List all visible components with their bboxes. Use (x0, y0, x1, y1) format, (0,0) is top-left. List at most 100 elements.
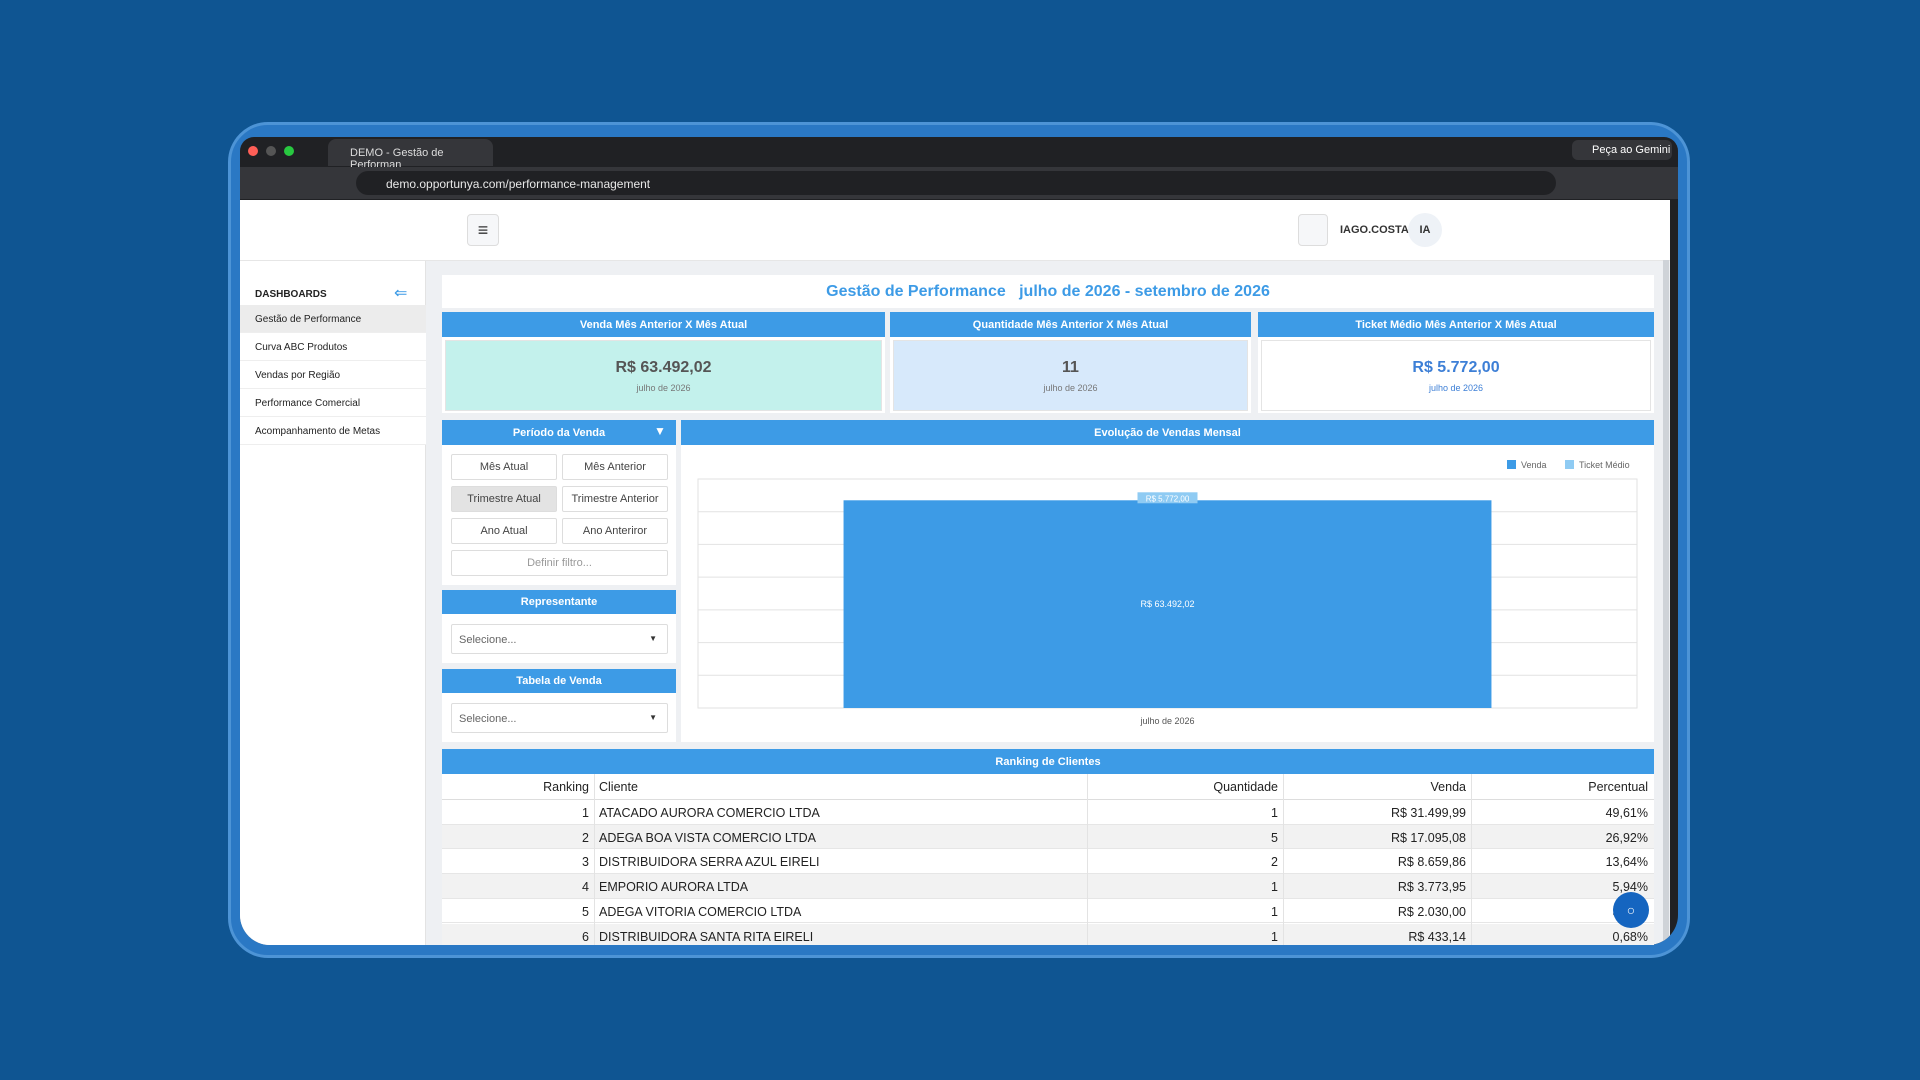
address-bar[interactable]: demo.opportunya.com/performance-manageme… (356, 171, 1556, 195)
avatar[interactable]: IA (1408, 213, 1442, 247)
table-cell: 26,92% (1605, 830, 1648, 845)
panel-title: Representante (442, 590, 676, 614)
dashboard-title: Gestão de Performance julho de 2026 - se… (442, 283, 1654, 301)
table-cell: 49,61% (1605, 806, 1648, 820)
table-row (442, 923, 1654, 945)
sidebar-item[interactable]: Performance Comercial (240, 389, 426, 417)
table-row (442, 824, 1654, 850)
table-row (442, 874, 1654, 899)
table-cell: 3 (582, 855, 589, 870)
column-divider (594, 774, 595, 945)
legend-swatch (1565, 460, 1574, 469)
table-cell: R$ 8.659,86 (1397, 855, 1466, 870)
kpi-period: julho de 2026 (1043, 383, 1098, 393)
kpi-title: Venda Mês Anterior X Mês Atual (442, 312, 885, 337)
period-button[interactable]: Mês Atual (451, 454, 557, 480)
kpi-value: 11 (1062, 359, 1079, 376)
column-header: Quantidade (1213, 780, 1278, 794)
username: IAGO.COSTA (1340, 224, 1409, 236)
scrollbar[interactable] (1663, 260, 1669, 945)
table-cell: ATACADO AURORA COMERCIO LTDA (599, 806, 820, 820)
sidebar-item[interactable]: Gestão de Performance (240, 305, 426, 333)
table-cell: R$ 433,14 (1408, 929, 1466, 944)
table-cell: R$ 31.499,99 (1390, 806, 1466, 820)
table-row (442, 849, 1654, 875)
table-row (442, 800, 1654, 825)
table-cell: 5 (582, 904, 589, 919)
kpi-value: R$ 5.772,00 (1412, 359, 1500, 376)
filter-panel: Representante Selecione... ▼ (442, 590, 676, 663)
bar (843, 500, 1492, 708)
period-button[interactable]: Trimestre Atual (451, 486, 557, 512)
ranking-table: Ranking de Clientes Ranking Cliente Quantid… (442, 749, 1654, 945)
column-header: Venda (1430, 780, 1466, 794)
chart: R$ 63.492,02 R$ 5.772,00 julho de 2026 Vend… (697, 460, 1638, 726)
kpi-period: julho de 2026 (636, 383, 691, 393)
kpi-card: Venda Mês Anterior X Mês Atual R$ 63.492,… (442, 312, 885, 413)
filter-panel: Tabela de Venda Selecione... ▼ (442, 669, 676, 742)
sidebar: DASHBOARDS ⇐ Gestão de Performance Curva … (240, 261, 426, 945)
menu-button[interactable]: ≡ (467, 214, 499, 246)
period-button[interactable]: Trimestre Anterior (562, 486, 668, 512)
title-bar: Gestão de Performance julho de 2026 - se… (442, 275, 1654, 308)
kpi-body (1261, 340, 1651, 411)
table-cell: 1 (582, 806, 589, 820)
legend-label: Ticket Médio (1579, 460, 1630, 470)
kpi-card: Quantidade Mês Anterior X Mês Atual 11 jul… (890, 312, 1251, 413)
ticket-marker (1137, 492, 1198, 504)
title: Gestão de Performance (826, 283, 1006, 300)
table-cell: ADEGA BOA VISTA COMERCIO LTDA (599, 830, 816, 845)
sidebar-item[interactable]: Acompanhamento de Metas (240, 417, 426, 445)
table-cell: 1 (1271, 880, 1278, 895)
table-cell: R$ 2.030,00 (1397, 904, 1466, 919)
kpi-body (893, 340, 1248, 411)
column-header: Ranking (543, 780, 589, 794)
sidebar-item[interactable]: Curva ABC Produtos (240, 333, 426, 361)
tab[interactable]: DEMO - Gestão de Performan (328, 139, 493, 171)
kpi-body (445, 340, 882, 411)
table-cell: 0,68% (1612, 929, 1648, 944)
custom-filter[interactable]: Definir filtro... (451, 550, 668, 576)
column-header: Cliente (599, 780, 638, 794)
legend-label: Venda (1521, 460, 1547, 470)
sidebar-title: DASHBOARDS (255, 289, 327, 300)
select-placeholder: Selecione... (459, 713, 517, 725)
table-cell: DISTRIBUIDORA SANTA RITA EIRELI (599, 929, 814, 944)
period-button[interactable]: Mês Anterior (562, 454, 668, 480)
table-cell: 1 (1271, 806, 1278, 820)
kpi-card: Ticket Médio Mês Anterior X Mês Atual R$ … (1258, 312, 1654, 413)
collapse-icon[interactable]: ⇐ (394, 285, 408, 302)
chat-button[interactable]: ○ (1613, 892, 1649, 928)
bell-button[interactable] (1298, 214, 1328, 246)
select[interactable]: Selecione... ▼ (451, 703, 668, 733)
app-header: ≡ IAGO.COSTA IA (240, 200, 1670, 261)
gemini-label: Peça ao Gemini (1592, 144, 1671, 156)
column-divider (1471, 774, 1472, 945)
table-cell: ADEGA VITORIA COMERCIO LTDA (599, 904, 802, 919)
chart-title: Evolução de Vendas Mensal (681, 420, 1654, 445)
data-label: R$ 5.772,00 (1146, 494, 1190, 503)
legend-swatch (1507, 460, 1516, 469)
table-cell: 5,94% (1612, 880, 1648, 895)
table-cell: 1 (1271, 904, 1278, 919)
data-label: R$ 63.492,02 (1140, 599, 1194, 609)
period-button[interactable]: Ano Anteriror (562, 518, 668, 544)
min-dot[interactable] (266, 146, 276, 156)
max-dot[interactable] (284, 146, 294, 156)
period-panel: Período da Venda ▼ Mês Atual Mês Anterior Tr… (442, 420, 676, 585)
table-row (442, 898, 1654, 924)
filter-icon[interactable]: ▼ (654, 424, 666, 438)
period-button[interactable]: Ano Atual (451, 518, 557, 544)
kpi-value: R$ 63.492,02 (615, 359, 712, 376)
gemini-button[interactable]: Peça ao Gemini (1572, 140, 1672, 160)
close-dot[interactable] (248, 146, 258, 156)
table-title: Ranking de Clientes (442, 749, 1654, 774)
column-header: Percentual (1588, 780, 1648, 794)
panel-title: Período da Venda (442, 420, 676, 445)
x-tick-label: julho de 2026 (1139, 716, 1194, 726)
select[interactable]: Selecione... ▼ (451, 624, 668, 654)
table-cell: 13,64% (1605, 855, 1648, 870)
table-cell: R$ 3.773,95 (1397, 880, 1466, 895)
sidebar-item[interactable]: Vendas por Região (240, 361, 426, 389)
